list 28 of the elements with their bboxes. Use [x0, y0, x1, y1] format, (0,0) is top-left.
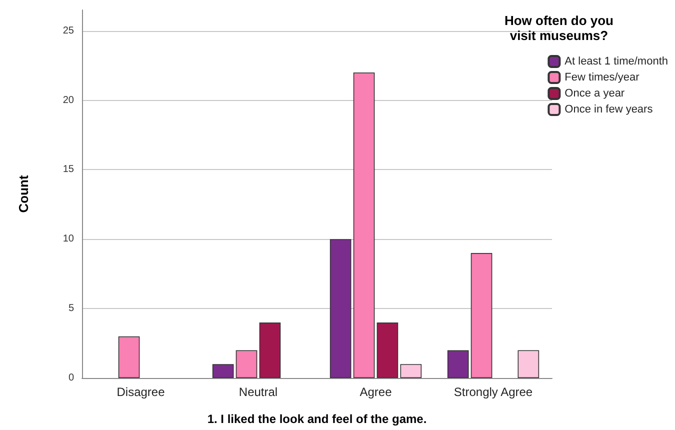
x-tick-label: Disagree	[116, 385, 166, 399]
bar	[236, 350, 258, 378]
legend-label: Once in few years	[564, 104, 654, 116]
y-tick-label: 15	[62, 164, 74, 176]
bar	[400, 364, 422, 378]
bar	[353, 72, 375, 378]
x-axis-title: 1. I liked the look and feel of the game.	[207, 412, 427, 426]
bar	[118, 336, 140, 378]
bar	[330, 239, 352, 378]
bar	[518, 350, 540, 378]
y-tick-label: 5	[68, 303, 74, 314]
y-axis-title: Count	[16, 174, 31, 213]
y-tick-label: 10	[62, 234, 74, 245]
y-tick-label: 25	[62, 25, 74, 36]
legend-label: Once a year	[564, 88, 625, 100]
bar	[447, 350, 469, 378]
bar	[259, 322, 281, 378]
legend-title: How often do you visit museums?	[504, 13, 614, 43]
bar	[470, 253, 492, 378]
x-tick-label: Neutral	[238, 385, 278, 399]
x-tick-label: Agree	[360, 385, 392, 399]
x-tick-label: Strongly Agree	[454, 385, 533, 399]
y-tick-label: 0	[68, 372, 74, 384]
y-tick-label: 20	[62, 94, 74, 106]
legend-label: At least 1 time/month	[564, 56, 668, 68]
legend-label: Few times/year	[564, 72, 640, 84]
bar	[212, 364, 234, 378]
bar	[376, 322, 398, 378]
